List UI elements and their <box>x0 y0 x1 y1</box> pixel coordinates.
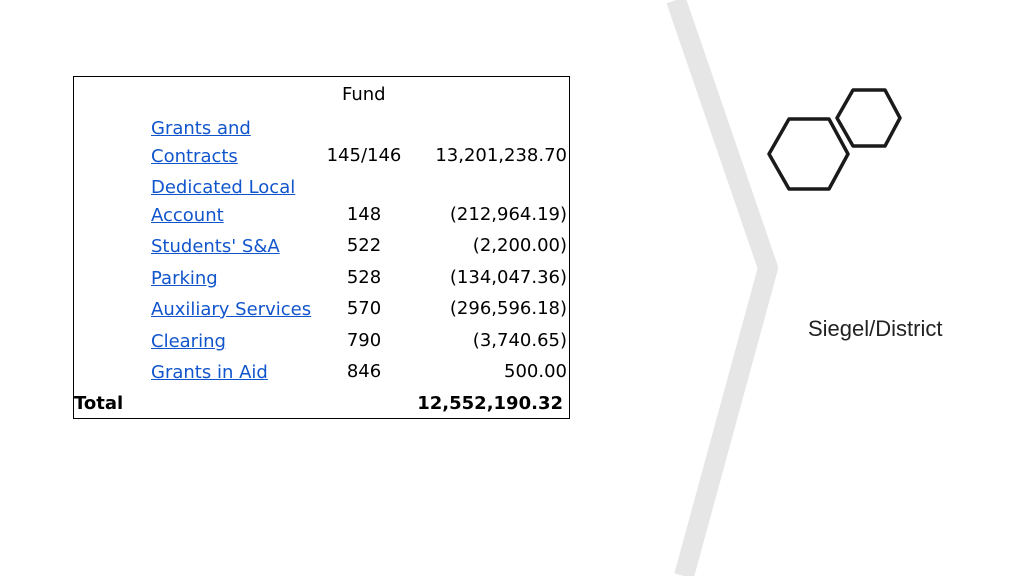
total-amount: 12,552,190.32 <box>417 393 563 414</box>
fund-table: Fund Grants and Contracts 145/146 13,201… <box>73 76 570 419</box>
fund-code: 145/146 <box>326 145 402 166</box>
fund-amount: (2,200.00) <box>472 235 567 256</box>
fund-code: 846 <box>346 361 382 382</box>
fund-amount: (296,596.18) <box>449 298 567 319</box>
fund-link-grants-and-contracts-line2[interactable]: Contracts <box>151 146 238 167</box>
fund-column-header: Fund <box>342 84 386 105</box>
fund-code: 790 <box>346 330 382 351</box>
fund-link-students-sa[interactable]: Students' S&A <box>151 236 280 257</box>
fund-amount: 13,201,238.70 <box>435 145 567 166</box>
fund-link-grants-and-contracts-line1[interactable]: Grants and <box>151 118 251 139</box>
fund-link-grants-in-aid[interactable]: Grants in Aid <box>151 362 268 383</box>
fund-amount: (3,740.65) <box>472 330 567 351</box>
hexagon-logo <box>767 88 902 191</box>
fund-link-dedicated-local-line2[interactable]: Account <box>151 205 224 226</box>
fund-code: 528 <box>346 267 382 288</box>
total-label: Total <box>74 393 124 414</box>
caption-label: Siegel/District <box>808 316 943 341</box>
small-hexagon-icon <box>835 88 902 148</box>
fund-link-dedicated-local-line1[interactable]: Dedicated Local <box>151 177 296 198</box>
large-hexagon-icon <box>767 117 850 191</box>
fund-code: 522 <box>346 235 382 256</box>
fund-code: 148 <box>346 204 382 225</box>
fund-amount: (134,047.36) <box>449 267 567 288</box>
fund-amount: 500.00 <box>504 361 567 382</box>
fund-amount: (212,964.19) <box>449 204 567 225</box>
fund-link-parking[interactable]: Parking <box>151 268 218 289</box>
fund-link-clearing[interactable]: Clearing <box>151 331 226 352</box>
fund-link-auxiliary-services[interactable]: Auxiliary Services <box>151 299 312 320</box>
fund-code: 570 <box>346 298 382 319</box>
